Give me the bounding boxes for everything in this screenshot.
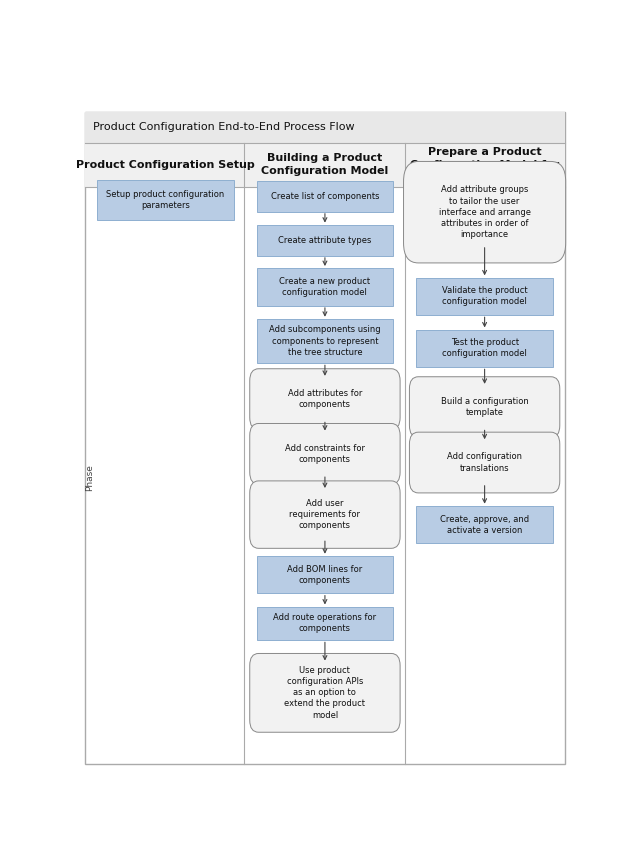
Text: Add subcomponents using
components to represent
the tree structure: Add subcomponents using components to re…: [269, 325, 381, 356]
Text: Add BOM lines for
components: Add BOM lines for components: [287, 564, 363, 584]
Text: Product Configuration End-to-End Process Flow: Product Configuration End-to-End Process…: [93, 122, 354, 133]
FancyBboxPatch shape: [257, 556, 393, 593]
FancyBboxPatch shape: [85, 112, 565, 143]
Text: Add user
requirements for
components: Add user requirements for components: [290, 499, 360, 531]
FancyBboxPatch shape: [257, 268, 393, 306]
FancyBboxPatch shape: [85, 112, 565, 764]
Text: Build a configuration
template: Build a configuration template: [441, 397, 529, 417]
Text: Phase: Phase: [86, 465, 94, 492]
Text: Create attribute types: Create attribute types: [278, 236, 372, 244]
FancyBboxPatch shape: [250, 368, 400, 429]
Text: Test the product
configuration model: Test the product configuration model: [442, 338, 527, 358]
Text: Create list of components: Create list of components: [271, 192, 379, 200]
FancyBboxPatch shape: [85, 143, 565, 186]
FancyBboxPatch shape: [403, 161, 566, 263]
Text: Add attributes for
components: Add attributes for components: [288, 389, 362, 409]
Text: Create, approve, and
activate a version: Create, approve, and activate a version: [440, 515, 529, 535]
Text: Product Configuration Setup: Product Configuration Setup: [76, 160, 255, 170]
FancyBboxPatch shape: [410, 377, 560, 438]
Text: Add configuration
translations: Add configuration translations: [447, 453, 522, 473]
Text: Add route operations for
components: Add route operations for components: [273, 613, 377, 634]
FancyBboxPatch shape: [417, 506, 553, 544]
Text: Add attribute groups
to tailor the user
interface and arrange
attributes in orde: Add attribute groups to tailor the user …: [439, 186, 531, 239]
FancyBboxPatch shape: [250, 654, 400, 733]
Text: Create a new product
configuration model: Create a new product configuration model: [280, 277, 370, 297]
FancyBboxPatch shape: [250, 481, 400, 548]
FancyBboxPatch shape: [417, 329, 553, 367]
FancyBboxPatch shape: [250, 423, 400, 485]
FancyBboxPatch shape: [417, 277, 553, 315]
Text: Use product
configuration APIs
as an option to
extend the product
model: Use product configuration APIs as an opt…: [285, 666, 365, 720]
FancyBboxPatch shape: [257, 607, 393, 640]
Text: Validate the product
configuration model: Validate the product configuration model: [442, 286, 527, 306]
FancyBboxPatch shape: [257, 225, 393, 256]
FancyBboxPatch shape: [97, 180, 233, 220]
FancyBboxPatch shape: [257, 181, 393, 212]
Text: Add constraints for
components: Add constraints for components: [285, 444, 365, 464]
Text: Building a Product
Configuration Model: Building a Product Configuration Model: [261, 153, 389, 176]
Text: Prepare a Product
Configuration Model for
Release: Prepare a Product Configuration Model fo…: [410, 147, 559, 183]
FancyBboxPatch shape: [410, 432, 560, 493]
FancyBboxPatch shape: [257, 319, 393, 363]
Text: Setup product configuration
parameters: Setup product configuration parameters: [106, 190, 224, 210]
